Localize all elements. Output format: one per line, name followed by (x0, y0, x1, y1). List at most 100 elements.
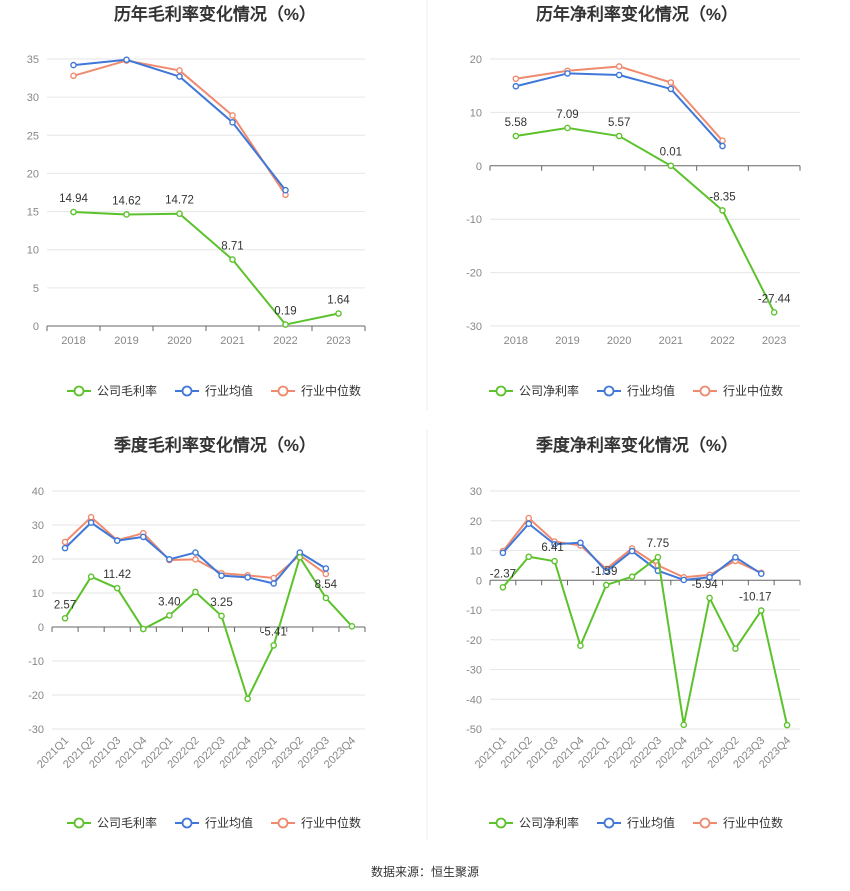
y-tick-label: -50 (466, 724, 482, 736)
x-tick-label: 2021 (659, 335, 683, 347)
data-point-company (296, 554, 304, 561)
series-line-company (515, 126, 776, 313)
data-label: -10.17 (739, 592, 772, 604)
chart-title: 季度净利率变化情况（%） (536, 435, 738, 455)
data-point-industry_avg (602, 568, 610, 575)
data-point-industry_avg (166, 556, 173, 563)
data-point-industry_avg (680, 576, 688, 584)
data-label: 7.75 (647, 538, 669, 550)
data-point-industry_median (512, 75, 520, 83)
y-tick-label: 0 (476, 575, 482, 587)
y-tick-label: -20 (466, 268, 482, 280)
y-tick-label: 30 (27, 92, 39, 104)
data-point-company (499, 584, 507, 591)
x-tick-label: 2022 (273, 335, 297, 347)
data-point-industry_avg (282, 186, 289, 194)
data-point-industry_median (70, 72, 77, 80)
data-label: 2.57 (54, 599, 76, 611)
data-point-industry_median (667, 79, 675, 86)
annual-net-margin-chart: 历年净利率变化情况（%） -30 -20 -10 0 10 20 2018 2019 2020 2… (466, 4, 801, 398)
data-label: 8.54 (315, 579, 338, 591)
y-tick-label: -10 (28, 656, 44, 668)
legend-marker-icon (699, 385, 711, 397)
data-point-industry_median (719, 137, 726, 145)
data-point-industry_avg (244, 574, 251, 581)
data-label: 3.25 (210, 597, 232, 609)
y-tick-label: 10 (470, 546, 482, 558)
legend-item-company: 公司净利率 (489, 383, 579, 398)
y-tick-label: -30 (466, 321, 482, 333)
data-label: 3.40 (158, 596, 180, 608)
x-tick-label: 2019 (555, 335, 579, 347)
chart-title: 历年毛利率变化情况（%） (114, 4, 316, 24)
y-tick-label: -30 (28, 724, 44, 736)
legend-item-industry_median: 行业中位数 (271, 383, 361, 398)
data-point-industry_avg (512, 82, 520, 90)
y-tick-label: 10 (470, 107, 482, 119)
x-tick-label: 2023 (326, 335, 350, 347)
data-label: 0.01 (660, 147, 682, 159)
x-tick-label: 2018 (61, 335, 85, 347)
x-tick-label: 2021 (220, 335, 244, 347)
series-line-company (73, 211, 339, 326)
x-tick-label: 2023 (762, 335, 786, 347)
data-point-industry_avg (628, 547, 636, 555)
data-label: -1.59 (591, 566, 617, 578)
data-point-company (551, 557, 558, 565)
y-tick-label: 20 (32, 554, 44, 566)
y-tick-label: 10 (32, 588, 44, 600)
data-label: 5.57 (608, 117, 630, 129)
legend-item-company: 公司净利率 (489, 815, 579, 830)
data-point-company (667, 162, 675, 170)
data-point-company (680, 721, 688, 729)
legend-item-industry_median: 行业中位数 (693, 815, 783, 830)
data-label: 11.42 (103, 569, 131, 581)
data-point-company (615, 132, 623, 140)
data-point-industry_avg (70, 61, 77, 69)
data-point-industry_avg (615, 71, 623, 79)
y-tick-label: -30 (466, 665, 482, 677)
data-point-company (229, 256, 236, 263)
data-point-company (564, 124, 571, 132)
legend-marker-icon (181, 817, 193, 829)
legend-marker-icon (277, 385, 289, 397)
legend-label: 行业均值 (205, 383, 253, 398)
data-point-company (512, 132, 520, 140)
y-tick-label: -20 (28, 690, 44, 702)
legend-marker-icon (603, 817, 615, 829)
data-label: 6.41 (541, 542, 563, 554)
data-point-industry_median (192, 556, 199, 563)
legend-item-industry_avg: 行业均值 (175, 383, 253, 398)
quarterly-gross-margin-chart: 季度毛利率变化情况（%） -30-20-100102030402021Q1202… (28, 435, 366, 830)
legend-marker-icon (495, 385, 507, 397)
y-tick-label: 5 (33, 283, 39, 295)
data-label: 14.72 (165, 195, 194, 207)
y-tick-label: 30 (470, 486, 482, 498)
data-point-company (654, 553, 662, 561)
legend-marker-icon (603, 385, 615, 397)
y-tick-label: 15 (27, 207, 39, 219)
data-label: 5.58 (505, 117, 527, 129)
legend-item-industry_avg: 行业均值 (597, 815, 675, 830)
data-point-company (525, 553, 533, 561)
y-tick-label: -40 (466, 694, 482, 706)
legend-label: 行业中位数 (723, 383, 783, 398)
y-tick-label: 20 (470, 54, 482, 66)
series-line-industry_median (73, 59, 287, 196)
data-point-company (732, 645, 739, 652)
data-label: 14.62 (112, 195, 141, 207)
data-point-industry_median (229, 112, 236, 119)
data-point-company (577, 642, 584, 650)
data-label: 1.64 (327, 294, 350, 306)
legend-label: 公司毛利率 (97, 383, 157, 398)
data-label: -5.41 (261, 626, 287, 638)
quarterly-net-margin-chart: 季度净利率变化情况（%） -50-40-30-20-1001020302021Q… (466, 435, 801, 830)
data-point-industry_avg (218, 572, 225, 579)
legend-label: 公司净利率 (519, 815, 579, 830)
data-point-company (70, 208, 77, 216)
y-tick-label: 20 (470, 516, 482, 528)
legend-marker-icon (495, 817, 507, 829)
data-point-industry_avg (270, 580, 278, 587)
data-point-company (348, 623, 356, 630)
legend-label: 公司净利率 (519, 383, 579, 398)
